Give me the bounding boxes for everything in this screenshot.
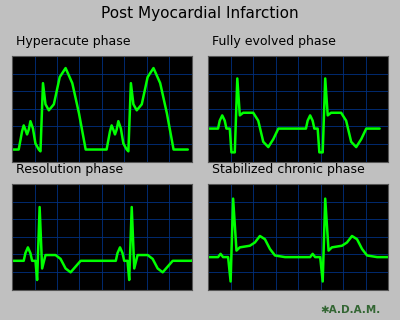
Text: Fully evolved phase: Fully evolved phase [212, 35, 336, 48]
Text: Hyperacute phase: Hyperacute phase [16, 35, 130, 48]
Text: Post Myocardial Infarction: Post Myocardial Infarction [101, 6, 299, 21]
Text: Stabilized chronic phase: Stabilized chronic phase [212, 163, 365, 176]
Text: ✱A.D.A.M.: ✱A.D.A.M. [320, 305, 380, 315]
Text: Resolution phase: Resolution phase [16, 163, 123, 176]
